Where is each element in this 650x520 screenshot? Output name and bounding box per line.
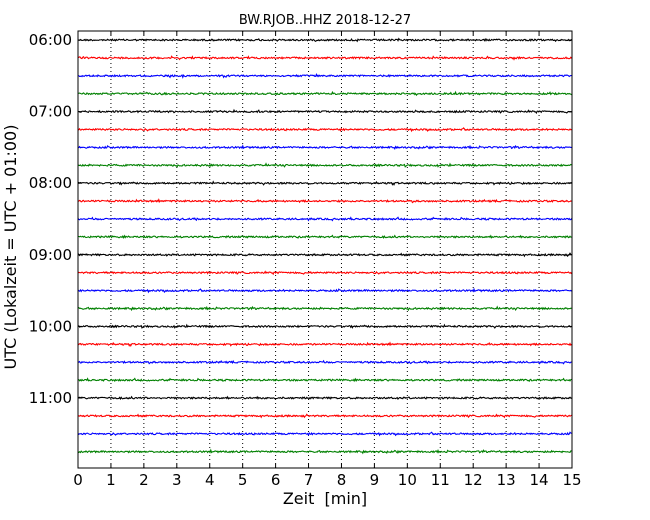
trace-0645 — [77, 90, 572, 97]
x-tick-label: 11 — [431, 471, 450, 489]
trace-1015 — [77, 341, 572, 348]
trace-1145 — [77, 448, 572, 455]
y-tick-label: 11:00 — [29, 389, 72, 407]
trace-1000 — [77, 323, 572, 329]
grid-lines — [110, 31, 540, 468]
trace-1115 — [77, 413, 572, 419]
x-tick-label: 10 — [398, 471, 417, 489]
x-tick-label: 2 — [139, 471, 149, 489]
x-tick-label: 3 — [172, 471, 182, 489]
trace-0730 — [77, 144, 572, 151]
trace-0915 — [77, 270, 573, 276]
trace-0815 — [77, 198, 572, 204]
x-tick-label: 5 — [238, 471, 248, 489]
trace-0630 — [77, 72, 572, 79]
x-tick-label: 14 — [530, 471, 549, 489]
x-tick-label: 4 — [205, 471, 215, 489]
x-tick-label: 15 — [562, 471, 581, 489]
chart-title: BW.RJOB..HHZ 2018-12-27 — [239, 13, 411, 28]
y-axis-ticks: 06:00 07:00 08:00 09:00 10:00 11:00 — [29, 31, 572, 407]
x-tick-label: 0 — [73, 471, 83, 489]
x-tick-label: 12 — [464, 471, 483, 489]
trace-0930 — [77, 287, 572, 294]
trace-0800 — [77, 180, 572, 186]
seismic-traces — [77, 37, 573, 455]
plot-frame — [77, 30, 573, 469]
trace-0900 — [77, 252, 572, 258]
trace-0845 — [78, 234, 572, 240]
trace-0600 — [77, 37, 573, 43]
x-tick-label: 8 — [337, 471, 347, 489]
x-axis-ticks: 0 1 2 3 4 5 6 7 8 9 10 11 12 13 14 15 — [73, 31, 582, 489]
trace-0945 — [77, 305, 572, 312]
x-tick-label: 13 — [497, 471, 516, 489]
trace-1045 — [77, 377, 572, 383]
trace-0830 — [77, 216, 573, 222]
trace-0745 — [77, 162, 572, 168]
trace-0615 — [77, 55, 573, 61]
y-tick-label: 06:00 — [29, 31, 72, 49]
trace-0715 — [77, 127, 572, 133]
trace-1130 — [77, 431, 572, 437]
trace-1030 — [77, 359, 572, 365]
y-tick-label: 10:00 — [29, 317, 72, 335]
x-tick-label: 7 — [304, 471, 314, 489]
x-tick-label: 9 — [370, 471, 380, 489]
trace-0700 — [77, 108, 572, 115]
y-tick-label: 07:00 — [29, 103, 72, 121]
y-tick-label: 08:00 — [29, 174, 72, 192]
x-tick-label: 1 — [106, 471, 116, 489]
y-axis-label: UTC (Lokalzeit = UTC + 01:00) — [1, 125, 20, 370]
x-tick-label: 6 — [271, 471, 281, 489]
trace-1100 — [77, 395, 572, 401]
y-tick-label: 09:00 — [29, 246, 72, 264]
x-axis-label: Zeit [min] — [283, 489, 367, 508]
